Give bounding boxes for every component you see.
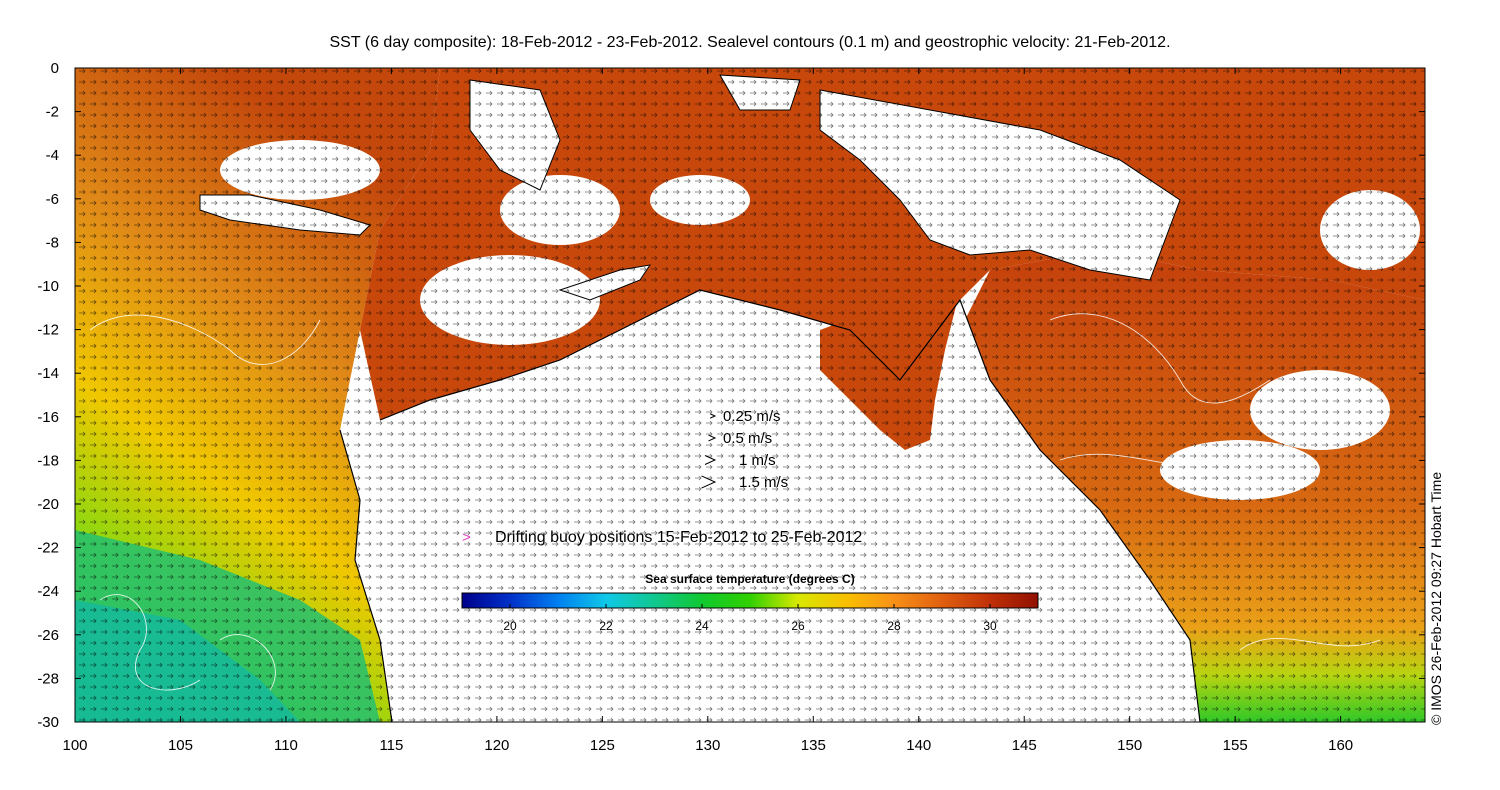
colorbar-ticks: 20 22 24 26 28 30 [503,604,997,633]
velocity-legend: 0.25 m/s 0.5 m/s 1 m/s 1.5 m/s [701,408,788,491]
x-tick-label: 145 [1012,737,1037,754]
y-tick-label: -24 [37,583,59,600]
buoy-symbol: > [462,529,471,546]
velocity-arrow [710,413,717,419]
colorbar: Sea surface temperature (degrees C) 20 22… [461,572,1039,633]
y-tick-label: -4 [46,147,59,164]
map-title: SST (6 day composite): 18-Feb-2012 - 23-… [329,34,1171,51]
y-tick-label: -28 [37,670,59,687]
sealevel-contours [89,313,1381,691]
y-tick-label: -8 [46,234,59,251]
colorbar-title: Sea surface temperature (degrees C) [645,572,854,586]
colorbar-gradient [461,592,1039,609]
map-plot-area [75,68,1425,722]
y-tick-label: -16 [37,409,59,426]
colorbar-tick-label: 26 [791,619,805,633]
y-tick-label: -20 [37,496,59,513]
y-tick-label: -6 [46,191,59,208]
x-tick-label: 120 [484,737,509,754]
velocity-label: 0.5 m/s [723,430,772,447]
buoy-legend-label: Drifting buoy positions 15-Feb-2012 to 2… [495,529,862,546]
y-tick-label: -26 [37,627,59,644]
velocity-arrow [708,434,717,442]
x-tick-label: 130 [695,737,720,754]
velocity-arrow [704,455,717,465]
x-tick-label: 155 [1223,737,1248,754]
plot-frame [74,67,1426,723]
y-tick-label: -14 [37,365,59,382]
x-axis: 100 105 110 115 120 125 130 135 140 145 150 155 160 [62,68,1353,754]
colorbar-tick-label: 20 [503,619,517,633]
velocity-label: 0.25 m/s [723,408,781,425]
credit-text: © IMOS 26-Feb-2012 09:27 Hobart Time [1428,471,1444,725]
velocity-arrow [701,475,717,489]
x-tick-label: 125 [590,737,615,754]
x-tick-label: 150 [1117,737,1142,754]
x-tick-label: 105 [168,737,193,754]
colorbar-tick-label: 24 [695,619,709,633]
colorbar-tick-label: 22 [599,619,613,633]
x-tick-label: 160 [1328,737,1353,754]
coastline [339,289,1201,722]
y-tick-label: -2 [46,104,59,121]
x-tick-label: 110 [274,737,298,754]
velocity-label: 1.5 m/s [739,474,788,491]
y-tick-label: -22 [37,540,59,557]
velocity-label: 1 m/s [739,452,776,469]
y-tick-label: -30 [37,714,59,731]
x-tick-label: 115 [379,737,403,754]
x-tick-label: 100 [62,737,87,754]
colorbar-tick-label: 28 [887,619,901,633]
y-tick-label: -18 [37,452,59,469]
y-tick-label: 0 [51,60,59,77]
y-tick-label: -10 [37,278,59,295]
colorbar-tick-label: 30 [983,619,997,633]
y-axis: 0 -2 -4 -6 -8 -10 -12 -14 -16 -18 -20 -22 -24 -26 -28 -… [37,60,1425,731]
y-tick-label: -12 [37,322,59,339]
x-tick-label: 135 [801,737,826,754]
x-tick-label: 140 [906,737,931,754]
buoy-legend: > Drifting buoy positions 15-Feb-2012 to… [462,529,862,546]
